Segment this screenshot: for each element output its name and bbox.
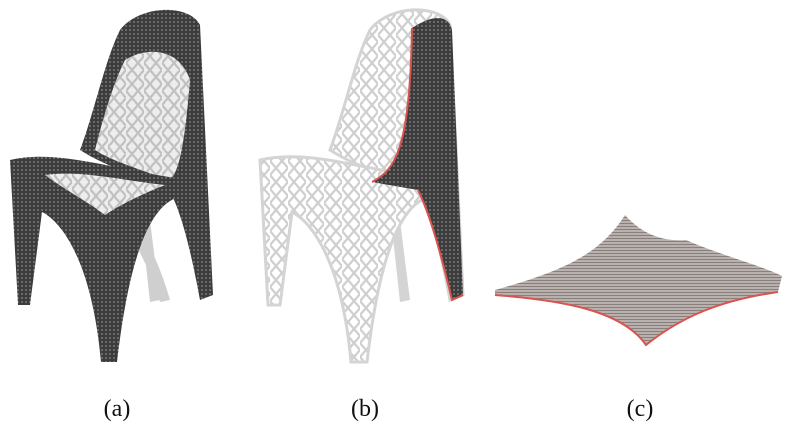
- panel-label: (b): [351, 396, 379, 422]
- figure: (a) (b) (c): [0, 0, 795, 426]
- chair-c-flattened: [495, 215, 782, 345]
- panel-label: (c): [627, 396, 654, 422]
- panel-label: (a): [104, 396, 131, 422]
- chair-a: [10, 10, 213, 362]
- chair-b: [260, 10, 463, 362]
